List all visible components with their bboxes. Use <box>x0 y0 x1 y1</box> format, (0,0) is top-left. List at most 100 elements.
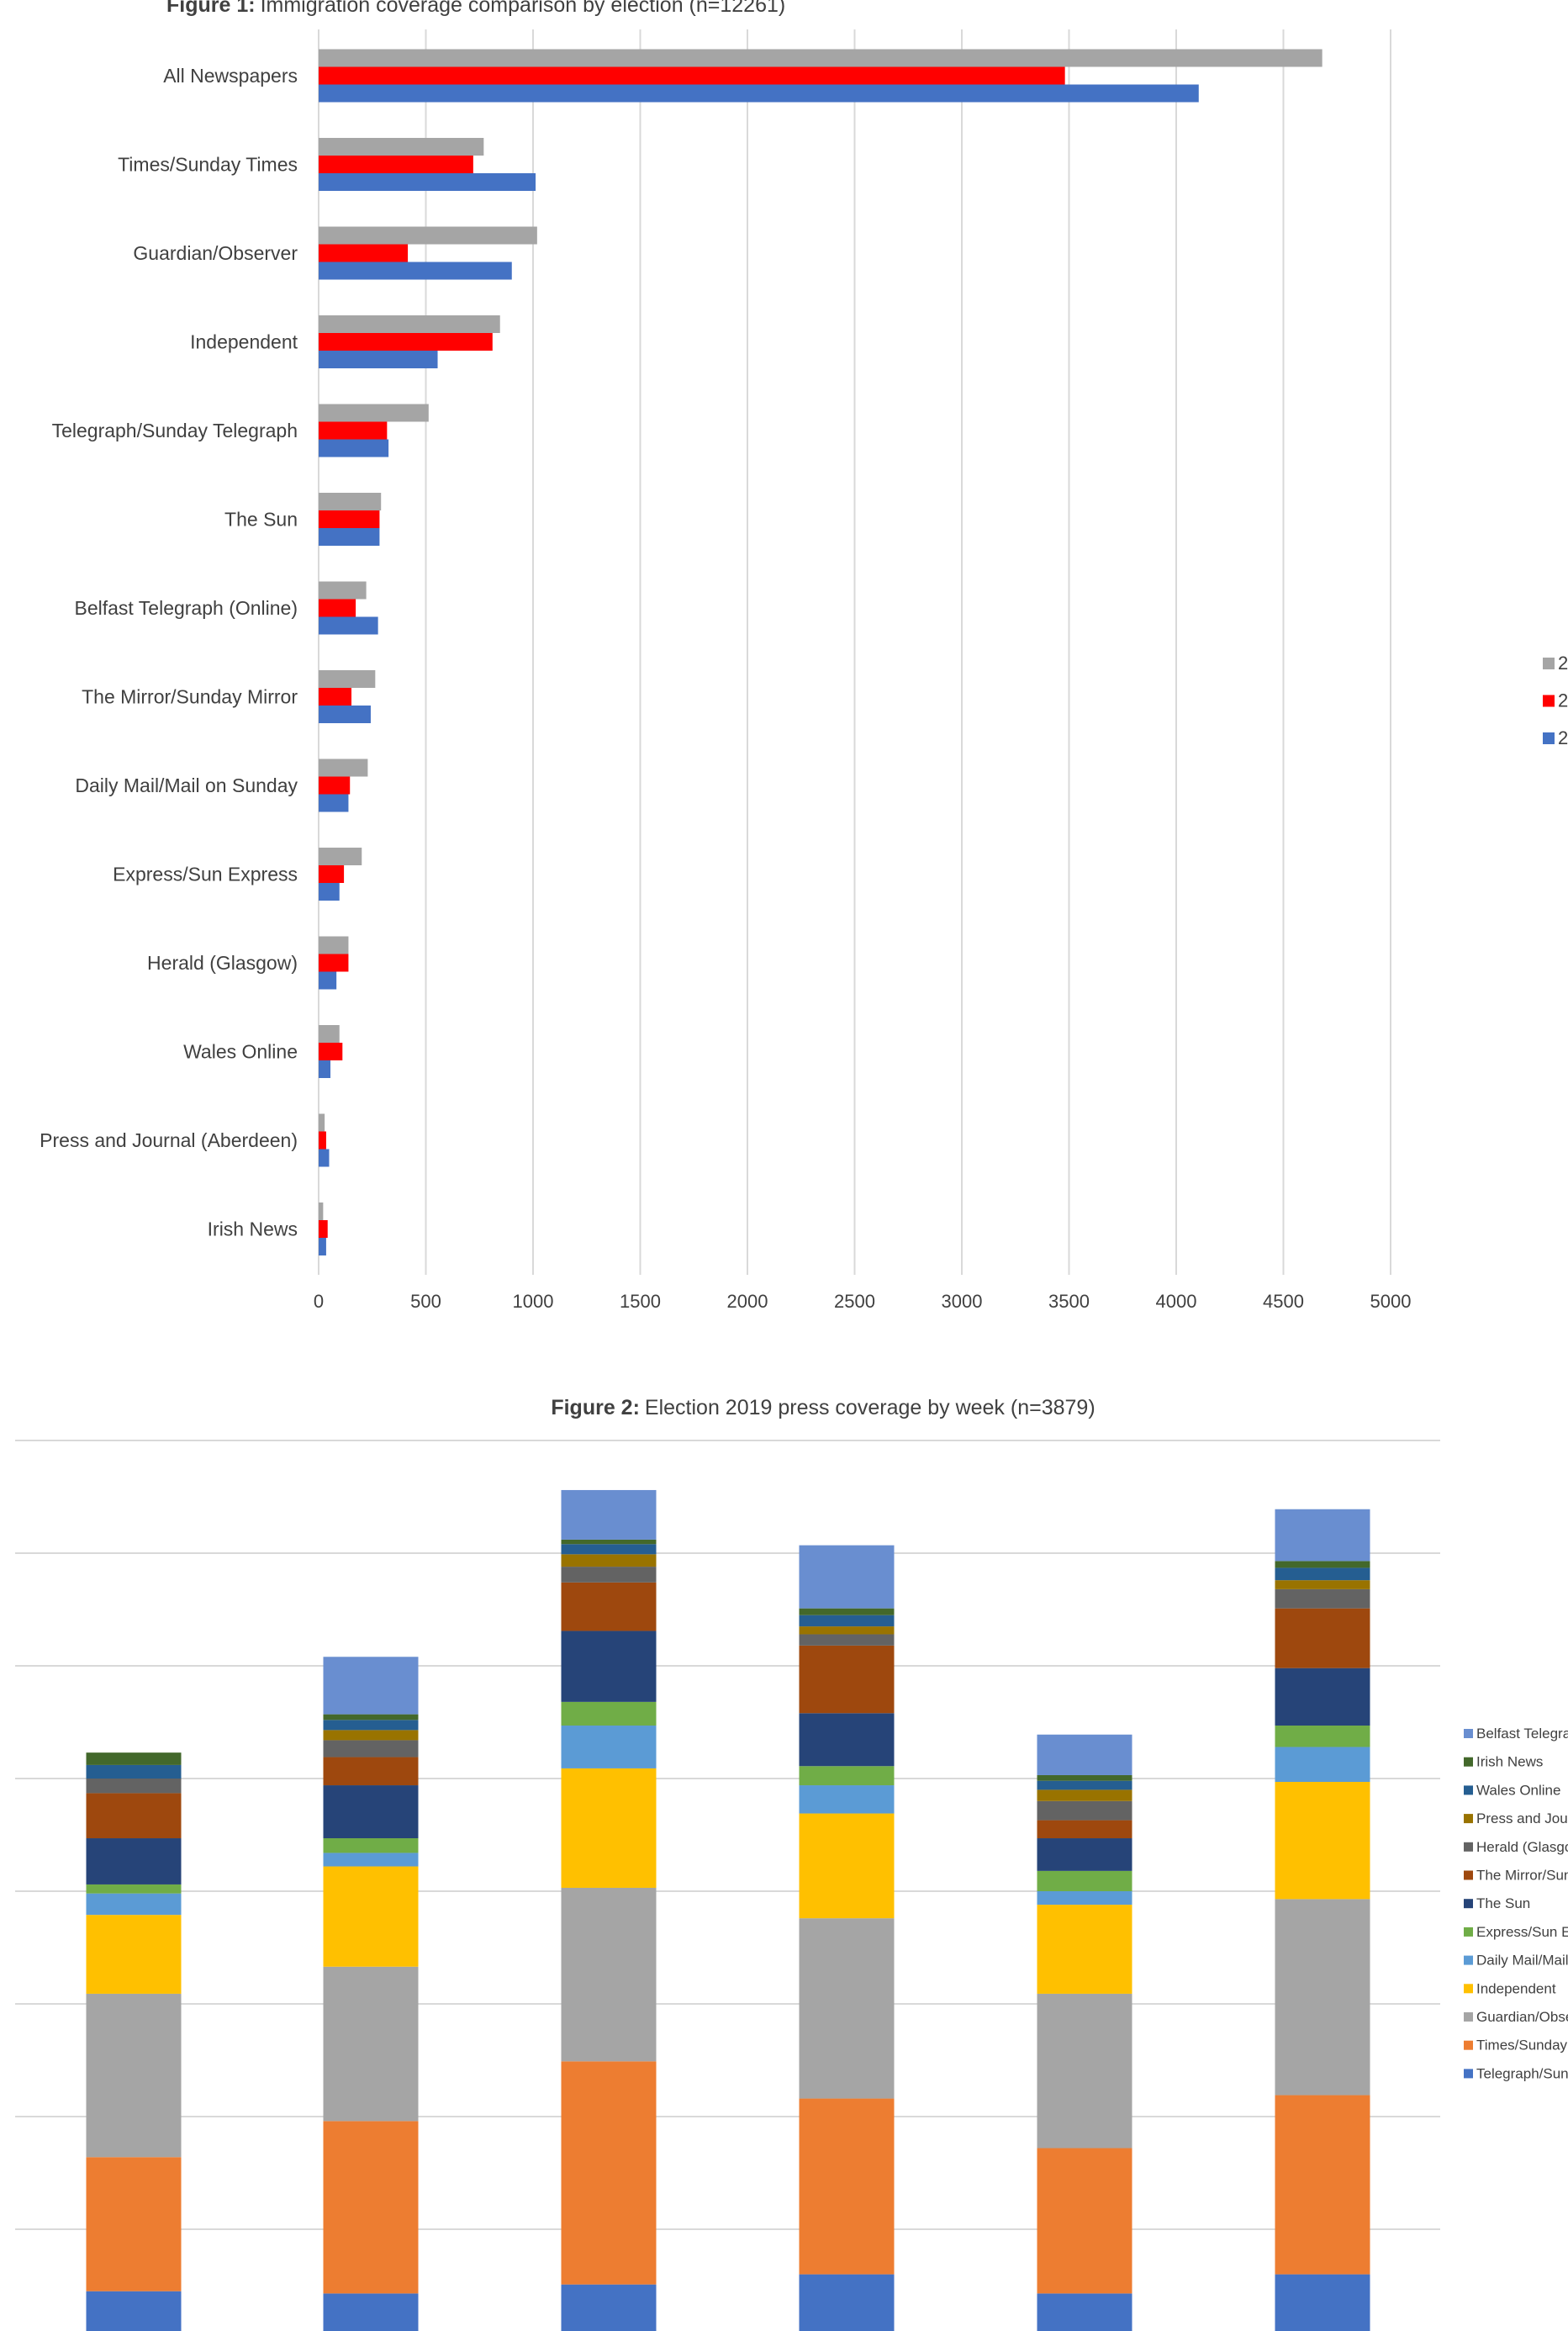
stack-segment <box>86 1779 182 1794</box>
bar-1 <box>319 1025 340 1043</box>
legend-label: 2 <box>1558 690 1568 711</box>
x-tick-label: 4000 <box>1156 1291 1197 1312</box>
stack-segment <box>1037 2293 1132 2331</box>
stack-segment <box>1037 1891 1132 1906</box>
stack-segment <box>323 1966 419 2122</box>
category-label: Guardian/Observer <box>133 242 298 264</box>
stack-segment <box>86 1838 182 1884</box>
stack-segment <box>1275 2095 1370 2275</box>
bar-1 <box>319 49 1323 67</box>
legend-label: Daily Mail/Mail on Sunday <box>1476 1953 1568 1969</box>
x-tick-label: 1000 <box>513 1291 554 1312</box>
stack-segment <box>323 1730 419 1741</box>
bar-2 <box>319 1043 343 1060</box>
legend-swatch <box>1464 1984 1473 1994</box>
bar-2 <box>319 421 388 440</box>
bar-2 <box>319 244 409 262</box>
stack-segment <box>799 1545 895 1609</box>
legend-swatch <box>1464 1870 1473 1880</box>
stack-segment <box>1037 1734 1132 1775</box>
bar-3 <box>319 1149 330 1167</box>
stack-segment <box>1037 2148 1132 2294</box>
stack-segment <box>799 2098 895 2275</box>
stack-segment <box>86 1752 182 1765</box>
stack-segment <box>1275 1567 1370 1581</box>
legend-swatch <box>1464 1927 1473 1937</box>
x-tick-label: 0 <box>314 1291 324 1312</box>
stack-segment <box>1037 1780 1132 1790</box>
legend-swatch <box>1543 695 1555 707</box>
legend-swatch <box>1464 1757 1473 1767</box>
stack-segment <box>1275 1782 1370 1900</box>
figure-1-title-text: Immigration coverage comparison by elect… <box>261 0 786 17</box>
stack-segment <box>561 2284 657 2331</box>
legend-swatch <box>1464 1899 1473 1909</box>
stack-segment <box>323 1838 419 1853</box>
stack-segment <box>323 1757 419 1786</box>
bar-1 <box>319 936 349 954</box>
stack-segment <box>323 1740 419 1758</box>
x-tick-label: 3500 <box>1048 1291 1090 1312</box>
bar-1 <box>319 404 429 422</box>
category-label: Daily Mail/Mail on Sunday <box>75 774 298 796</box>
stack-segment <box>323 1720 419 1731</box>
legend-label: Herald (Glasgow) <box>1476 1839 1568 1855</box>
stack-segment <box>561 1489 657 1540</box>
stack-segment <box>561 2061 657 2285</box>
bar-2 <box>319 66 1065 85</box>
stack-segment <box>561 1567 657 1583</box>
stack-segment <box>323 1866 419 1967</box>
legend-swatch <box>1464 1955 1473 1965</box>
stack-segment <box>561 1539 657 1545</box>
stack-segment <box>799 1645 895 1714</box>
stack-segment <box>86 1793 182 1839</box>
bar-2 <box>319 510 380 528</box>
bar-3 <box>319 351 438 368</box>
legend-label: Press and Journal (Aberdeen) <box>1476 1810 1568 1826</box>
legend-label: Guardian/Observer <box>1476 2009 1568 2025</box>
stack-segment <box>1037 1905 1132 1994</box>
stack-segment <box>1275 1747 1370 1783</box>
legend-swatch <box>1464 1785 1473 1795</box>
legend-swatch <box>1464 2040 1473 2050</box>
stack-segment <box>561 1582 657 1631</box>
bar-3 <box>319 84 1199 103</box>
stack-segment <box>86 2157 182 2291</box>
figure-2-legend: Belfast Telegraph (Online) Irish News Wale… <box>1464 1726 1568 2081</box>
stack-segment <box>1275 1668 1370 1726</box>
legend-swatch <box>1464 2012 1473 2022</box>
bar-3 <box>319 528 380 546</box>
legend-label: The Mirror/Sunday Mirror <box>1476 1868 1568 1884</box>
legend-label: Times/Sunday Times <box>1476 2038 1568 2054</box>
stack-segment <box>1275 1899 1370 2096</box>
stack-segment <box>86 2291 182 2331</box>
bar-2 <box>319 1220 328 1238</box>
category-label: Wales Online <box>183 1041 298 1063</box>
bar-2 <box>319 333 493 351</box>
stack-segment <box>1037 1820 1132 1839</box>
x-tick-label: 2000 <box>727 1291 768 1312</box>
x-tick-label: 3000 <box>942 1291 983 1312</box>
bar-3 <box>319 794 349 812</box>
bar-2 <box>319 156 473 173</box>
category-label: The Mirror/Sunday Mirror <box>82 686 298 708</box>
stack-segment <box>1275 1726 1370 1747</box>
stack-segment <box>1037 1800 1132 1821</box>
stack-segment <box>1037 1838 1132 1871</box>
stack-segment <box>1037 1993 1132 2149</box>
x-tick-label: 500 <box>410 1291 441 1312</box>
legend-label: The Sun <box>1476 1895 1530 1911</box>
legend-label: 2 <box>1558 653 1568 674</box>
stack-segment <box>799 1615 895 1627</box>
stack-segment <box>799 1608 895 1615</box>
bar-2 <box>319 776 351 795</box>
stack-segment <box>799 1766 895 1786</box>
bar-2 <box>319 954 349 972</box>
stack-segment <box>1275 1509 1370 1562</box>
x-tick-label: 5000 <box>1370 1291 1412 1312</box>
stack-segment <box>799 1713 895 1767</box>
bar-3 <box>319 706 371 723</box>
stack-segment <box>323 2121 419 2294</box>
figure-1-title-bold: Figure 1: <box>166 0 256 17</box>
